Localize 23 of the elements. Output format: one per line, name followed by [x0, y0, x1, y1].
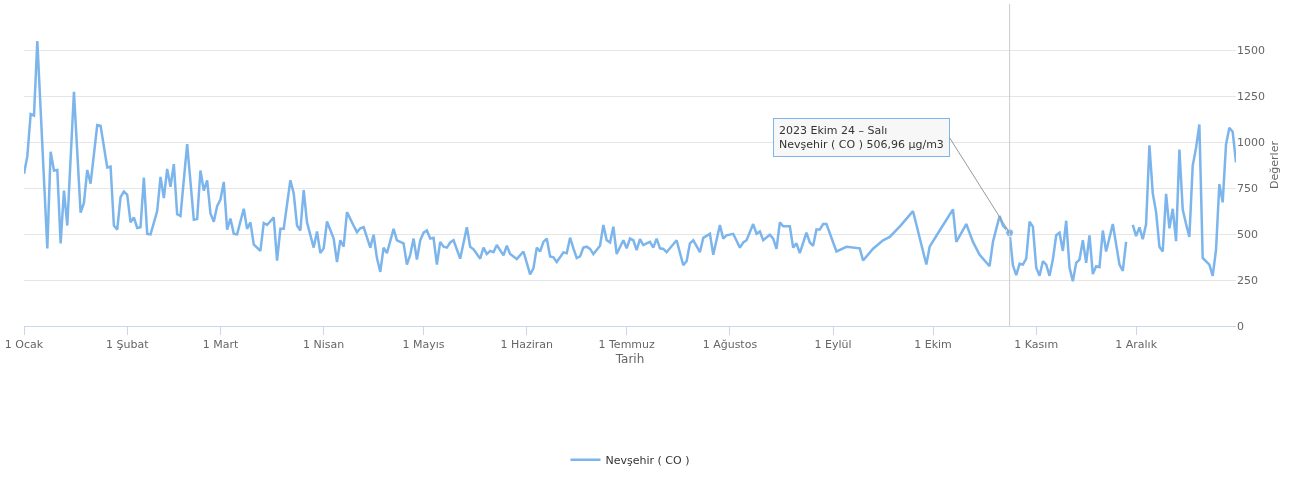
x-tick-label: 1 Eylül	[814, 338, 852, 352]
y-tick-label: 1000	[1237, 135, 1265, 149]
x-tick-label: 1 Kasım	[1014, 338, 1059, 352]
y-tick-label: 0	[1237, 319, 1244, 333]
y-tick-label: 1500	[1237, 43, 1265, 57]
legend-label: Nevşehir ( CO )	[605, 453, 690, 467]
x-tick-label: 1 Ocak	[4, 338, 44, 352]
x-axis-title: Tarih	[614, 352, 645, 367]
x-tick-label: 1 Nisan	[303, 338, 345, 352]
y-tick-label: 1250	[1237, 89, 1265, 103]
x-tick-label: 1 Temmuz	[598, 338, 656, 352]
x-tick-label: 1 Mart	[202, 338, 239, 352]
x-tick-label: 1 Haziran	[500, 338, 554, 352]
x-tick-label: 1 Şubat	[105, 338, 150, 352]
annotation: 2023 Ekim 24 – Salı Nevşehir ( CO ) 506,96 μg/m3	[779, 124, 944, 152]
x-tick-label: 1 Ekim	[914, 338, 952, 352]
y-axis-title: Değerler	[1268, 140, 1282, 189]
x-tick-label: 1 Mayıs	[402, 338, 445, 352]
y-tick-label: 250	[1237, 273, 1258, 287]
y-tick-label: 750	[1237, 181, 1258, 195]
y-tick-label: 500	[1237, 227, 1258, 241]
x-tick-label: 1 Aralık	[1115, 338, 1158, 352]
x-tick-label: 1 Ağustos	[702, 338, 758, 352]
